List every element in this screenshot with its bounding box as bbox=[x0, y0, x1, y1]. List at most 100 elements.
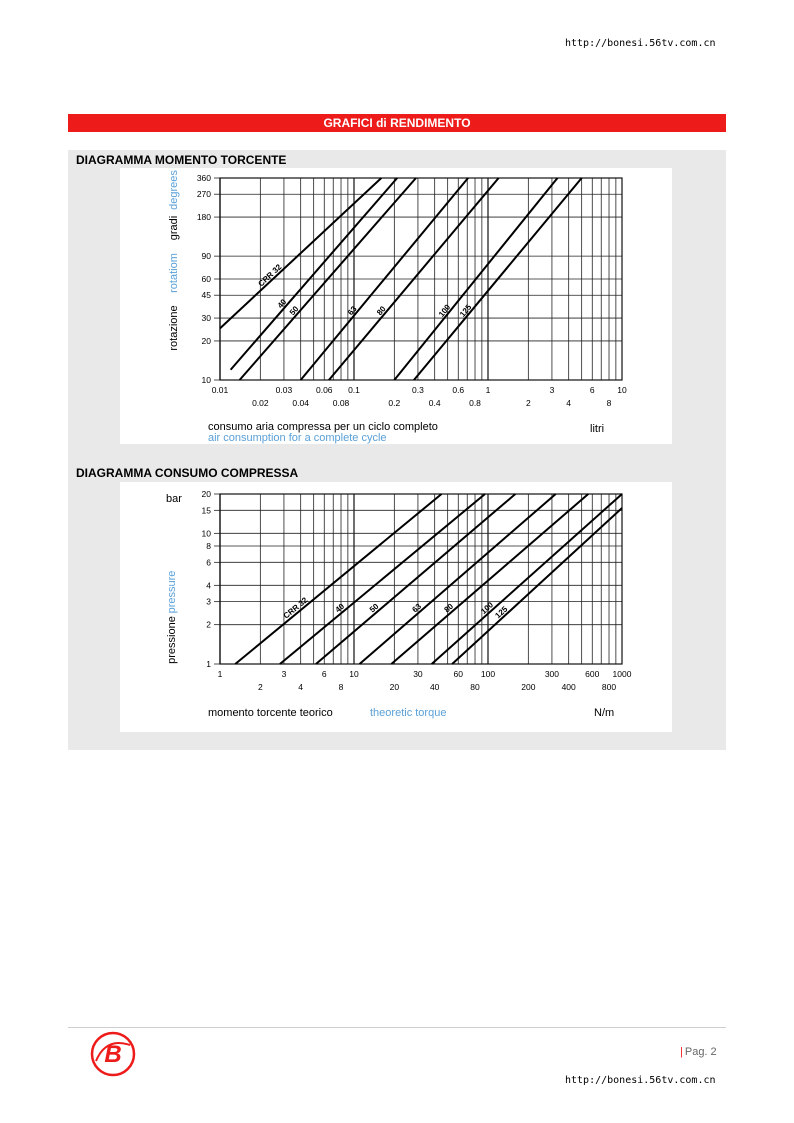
x-tick-label: 600 bbox=[585, 669, 599, 679]
y-tick-label: 2 bbox=[206, 620, 211, 630]
chart1-section-title: DIAGRAMMA MOMENTO TORCENTE bbox=[76, 153, 287, 167]
footer-url: http://bonesi.56tv.com.cn bbox=[565, 1075, 716, 1086]
series-line bbox=[279, 493, 486, 665]
x-tick-label: 0.01 bbox=[212, 385, 229, 395]
x-tick-label: 8 bbox=[339, 682, 344, 692]
x-tick-label: 2 bbox=[258, 682, 263, 692]
header-url: http://bonesi.56tv.com.cn bbox=[565, 38, 716, 49]
x-tick-label: 0.2 bbox=[388, 398, 400, 408]
y-tick-label: 20 bbox=[202, 336, 212, 346]
page-number: | Pag. 2 bbox=[680, 1046, 717, 1058]
x-tick-label: 1 bbox=[486, 385, 491, 395]
series-line bbox=[413, 177, 583, 381]
x-tick-label: 0.08 bbox=[333, 398, 350, 408]
y-tick-label: 1 bbox=[206, 659, 211, 669]
x-tick-label: 10 bbox=[349, 669, 359, 679]
y-tick-label: 90 bbox=[202, 251, 212, 261]
x-tick-label: 300 bbox=[545, 669, 559, 679]
y-tick-label: 8 bbox=[206, 541, 211, 551]
x-tick-label: 1 bbox=[218, 669, 223, 679]
series-line bbox=[358, 493, 557, 665]
series-label: 40 bbox=[276, 297, 289, 310]
section-banner: GRAFICI di RENDIMENTO bbox=[68, 114, 726, 132]
x-axis-label-en: theoretic torque bbox=[370, 707, 446, 719]
series-label: 63 bbox=[410, 601, 423, 614]
y-tick-label: 4 bbox=[206, 580, 211, 590]
series-label: 40 bbox=[334, 601, 347, 614]
x-tick-label: 30 bbox=[413, 669, 423, 679]
series-label: 100 bbox=[437, 302, 453, 318]
y-tick-label: 360 bbox=[197, 173, 211, 183]
series-line bbox=[219, 177, 383, 330]
series-line bbox=[299, 177, 469, 381]
series-label: 80 bbox=[375, 304, 388, 317]
x-tick-label: 60 bbox=[454, 669, 464, 679]
x-tick-label: 0.06 bbox=[316, 385, 333, 395]
series-line bbox=[393, 177, 559, 381]
x-axis-unit: N/m bbox=[594, 707, 614, 719]
chart2-section-title: DIAGRAMMA CONSUMO COMPRESSA bbox=[76, 466, 299, 480]
x-tick-label: 800 bbox=[602, 682, 616, 692]
series-line bbox=[451, 507, 623, 665]
x-tick-label: 6 bbox=[590, 385, 595, 395]
x-tick-label: 0.02 bbox=[252, 398, 269, 408]
y-tick-label: 3 bbox=[206, 597, 211, 607]
x-tick-label: 2 bbox=[526, 398, 531, 408]
x-tick-label: 200 bbox=[521, 682, 535, 692]
chart2-box: 20 15 10 8 6 4 3 2 1 1 3 6 10 30 60 100 300 600 1000 2 4 8 20 4… bbox=[120, 482, 672, 732]
y-tick-label: 10 bbox=[202, 528, 212, 538]
y-axis-label-2-en: degrees bbox=[168, 170, 180, 210]
x-tick-label: 0.3 bbox=[412, 385, 424, 395]
x-tick-label: 1000 bbox=[613, 669, 632, 679]
pressure-chart: 20 15 10 8 6 4 3 2 11 3 6 10 30 60 100 300 600 1000 2 4 8 20 4… bbox=[166, 489, 632, 719]
x-tick-label: 400 bbox=[562, 682, 576, 692]
series-line bbox=[229, 177, 398, 371]
series-label: 125 bbox=[458, 302, 474, 318]
x-tick-label: 10 bbox=[617, 385, 627, 395]
x-tick-label: 20 bbox=[390, 682, 400, 692]
y-tick-label: 6 bbox=[206, 557, 211, 567]
y-axis-unit: bar bbox=[166, 493, 182, 505]
footer-divider bbox=[68, 1027, 726, 1028]
series-label: 50 bbox=[288, 304, 301, 317]
x-tick-label: 40 bbox=[430, 682, 440, 692]
y-tick-label: 15 bbox=[202, 505, 212, 515]
series-label: 50 bbox=[368, 601, 381, 614]
y-tick-label: 30 bbox=[202, 313, 212, 323]
brand-logo: B bbox=[86, 1031, 140, 1077]
y-axis-label: pressione bbox=[166, 616, 178, 664]
x-axis-label-en: air consumption for a complete cycle bbox=[208, 432, 387, 444]
x-tick-label: 0.8 bbox=[469, 398, 481, 408]
y-axis-label-2: gradi bbox=[168, 216, 180, 240]
x-axis-unit: litri bbox=[590, 423, 604, 435]
x-tick-label: 0.6 bbox=[452, 385, 464, 395]
series-line bbox=[431, 493, 623, 665]
plot-frame bbox=[219, 493, 623, 665]
y-axis-label: rotazione bbox=[168, 305, 180, 350]
x-tick-label: 6 bbox=[322, 669, 327, 679]
x-tick-label: 100 bbox=[481, 669, 495, 679]
x-axis-label: consumo aria compressa per un ciclo comp… bbox=[208, 421, 438, 433]
plot-frame bbox=[219, 177, 623, 381]
y-tick-label: 60 bbox=[202, 274, 212, 284]
svg-text:B: B bbox=[104, 1041, 121, 1068]
x-tick-label: 4 bbox=[298, 682, 303, 692]
x-tick-label: 80 bbox=[470, 682, 480, 692]
series-line bbox=[328, 177, 500, 381]
series-line bbox=[315, 493, 517, 665]
x-tick-label: 4 bbox=[566, 398, 571, 408]
y-tick-label: 180 bbox=[197, 212, 211, 222]
y-tick-label: 10 bbox=[202, 375, 212, 385]
series-label: CRR 32 bbox=[282, 595, 310, 620]
x-tick-label: 8 bbox=[607, 398, 612, 408]
x-tick-label: 0.4 bbox=[429, 398, 441, 408]
series-line bbox=[390, 493, 589, 665]
y-axis-label-en: rotatiom bbox=[168, 253, 180, 293]
x-axis-label: momento torcente teorico bbox=[208, 707, 333, 719]
y-tick-label: 45 bbox=[202, 290, 212, 300]
series-label: 80 bbox=[442, 601, 455, 614]
series-line bbox=[234, 493, 443, 665]
x-tick-label: 0.04 bbox=[292, 398, 309, 408]
series-line bbox=[238, 177, 417, 381]
